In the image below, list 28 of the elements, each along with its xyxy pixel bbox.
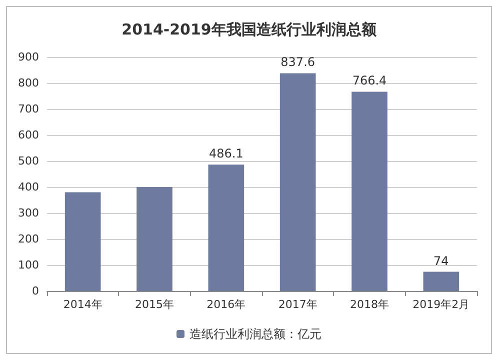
chart-title: 2014-2019年我国造纸行业利润总额 bbox=[122, 20, 378, 38]
x-tick-label: 2014年 bbox=[63, 298, 102, 311]
data-label: 837.6 bbox=[280, 55, 316, 70]
y-tick-label: 700 bbox=[18, 102, 39, 116]
data-label: 486.1 bbox=[208, 146, 244, 161]
x-tick-label: 2019年2月 bbox=[412, 298, 470, 311]
y-tick-label: 900 bbox=[18, 50, 39, 64]
y-tick-label: 0 bbox=[32, 284, 39, 298]
y-tick-label: 600 bbox=[18, 128, 39, 142]
y-tick-label: 200 bbox=[18, 232, 39, 246]
bar bbox=[352, 92, 388, 291]
x-tick-label: 2016年 bbox=[206, 298, 246, 311]
bar bbox=[64, 192, 101, 291]
y-tick-label: 500 bbox=[18, 154, 39, 168]
y-tick-label: 100 bbox=[18, 258, 39, 272]
bar bbox=[208, 164, 244, 291]
x-tick-label: 2017年 bbox=[278, 298, 318, 311]
legend-label: 造纸行业利润总额：亿元 bbox=[190, 327, 322, 341]
y-tick-label: 400 bbox=[18, 180, 39, 194]
bar bbox=[136, 187, 172, 291]
x-tick-label: 2018年 bbox=[350, 298, 389, 311]
y-tick-label: 300 bbox=[18, 206, 39, 220]
y-tick-label: 800 bbox=[18, 76, 39, 90]
x-tick-label: 2015年 bbox=[135, 298, 174, 311]
bar bbox=[423, 272, 460, 291]
bar bbox=[280, 73, 316, 291]
data-label: 766.4 bbox=[352, 74, 387, 88]
data-label: 74 bbox=[434, 254, 449, 268]
